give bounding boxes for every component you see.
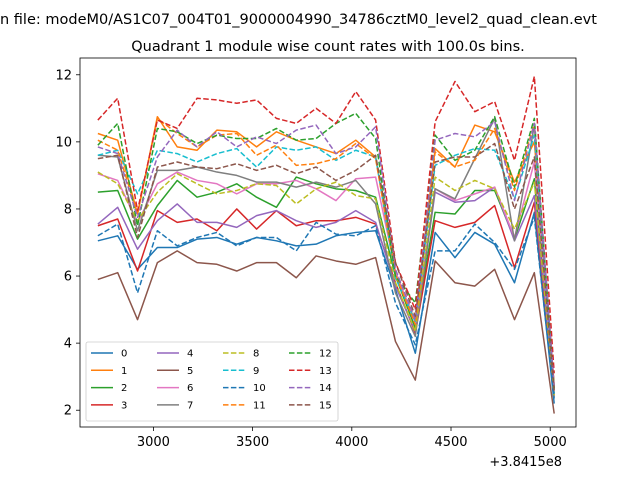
y-tick-label: 6 xyxy=(64,270,72,285)
series-line-5 xyxy=(97,250,555,414)
x-tick-label: 4500 xyxy=(434,435,467,450)
series-line-9 xyxy=(97,134,555,394)
series-line-6 xyxy=(97,161,555,391)
legend-label-9: 9 xyxy=(253,366,259,377)
legend-label-5: 5 xyxy=(187,366,193,377)
legend-label-11: 11 xyxy=(253,400,266,411)
legend-label-3: 3 xyxy=(121,400,127,411)
series-line-8 xyxy=(97,171,555,396)
plot-area xyxy=(79,57,577,428)
legend-label-1: 1 xyxy=(121,366,127,377)
legend-label-2: 2 xyxy=(121,383,127,394)
series-line-2 xyxy=(97,176,555,391)
x-axis: 3000 3500 4000 4500 5000 xyxy=(137,427,567,450)
legend-label-13: 13 xyxy=(319,366,332,377)
legend-label-10: 10 xyxy=(253,383,266,394)
x-tick-label: 5000 xyxy=(534,435,567,450)
legend-label-0: 0 xyxy=(121,349,127,360)
legend-label-14: 14 xyxy=(319,383,332,394)
series-line-13 xyxy=(97,75,555,374)
series-line-7 xyxy=(97,117,555,397)
series-line-3 xyxy=(97,201,555,394)
figure-suptitle: n file: modeM0/AS1C07_004T01_9000004990_… xyxy=(0,12,597,28)
series-line-14 xyxy=(97,120,555,387)
series-line-0 xyxy=(97,211,555,404)
legend-label-6: 6 xyxy=(187,383,193,394)
x-tick-label: 4000 xyxy=(335,435,368,450)
y-tick-label: 8 xyxy=(64,202,72,217)
x-tick-label: 3000 xyxy=(137,435,170,450)
series-line-1 xyxy=(97,115,555,386)
series-line-10 xyxy=(97,216,555,399)
y-tick-label: 10 xyxy=(55,135,72,150)
y-tick-label: 12 xyxy=(55,68,72,83)
legend-label-8: 8 xyxy=(253,349,259,360)
axes-frame xyxy=(79,57,577,428)
series-line-4 xyxy=(97,186,555,389)
legend-label-12: 12 xyxy=(319,349,332,360)
y-tick-label: 4 xyxy=(64,337,72,352)
y-tick-label: 2 xyxy=(64,404,72,419)
legend-frame xyxy=(85,341,339,422)
chart-title: Quadrant 1 module wise count rates with … xyxy=(131,39,525,55)
legend-label-4: 4 xyxy=(187,349,193,360)
x-tick-label: 3500 xyxy=(236,435,269,450)
legend-label-7: 7 xyxy=(187,400,193,411)
series-line-15 xyxy=(97,142,555,392)
series-line-12 xyxy=(97,112,555,389)
legend-label-15: 15 xyxy=(319,400,332,411)
y-axis: 2 4 6 8 10 12 xyxy=(55,68,80,419)
x-axis-offset-label: +3.8415e8 xyxy=(489,455,562,470)
